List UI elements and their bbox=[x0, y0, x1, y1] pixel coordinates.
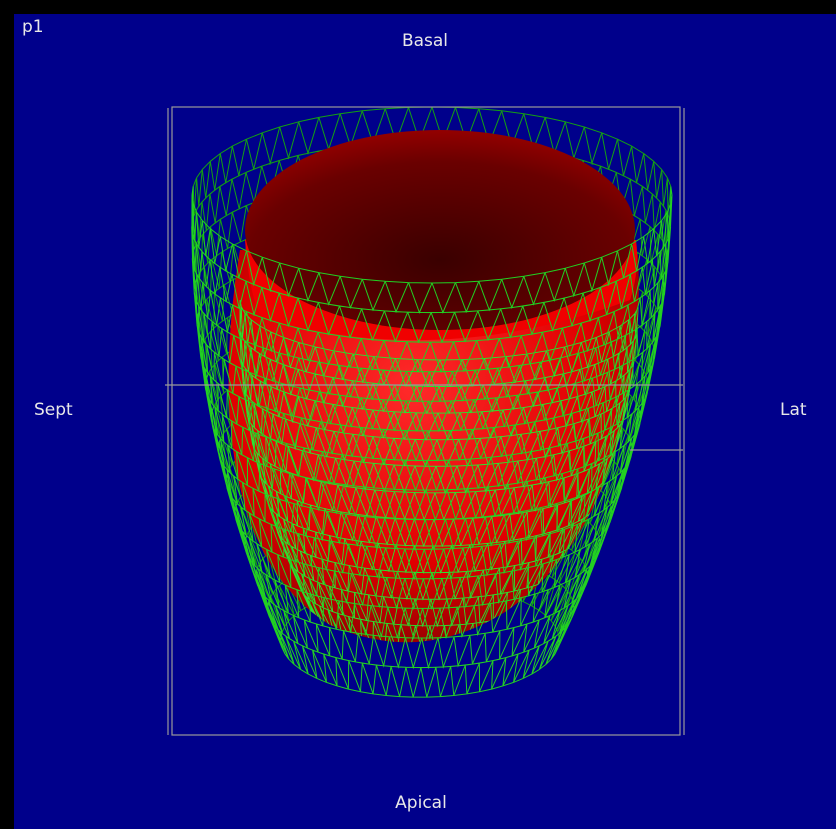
label-left: Sept bbox=[34, 400, 73, 420]
label-right: Lat bbox=[780, 400, 807, 420]
panel-id: p1 bbox=[22, 17, 44, 37]
page: {"panel": {"id": "p1", "labels": {"top":… bbox=[0, 0, 836, 829]
cavity bbox=[245, 130, 635, 330]
label-bottom: Apical bbox=[395, 793, 447, 813]
viewer: p1 Basal Sept Lat Apical bbox=[0, 0, 836, 829]
label-top: Basal bbox=[402, 31, 448, 51]
